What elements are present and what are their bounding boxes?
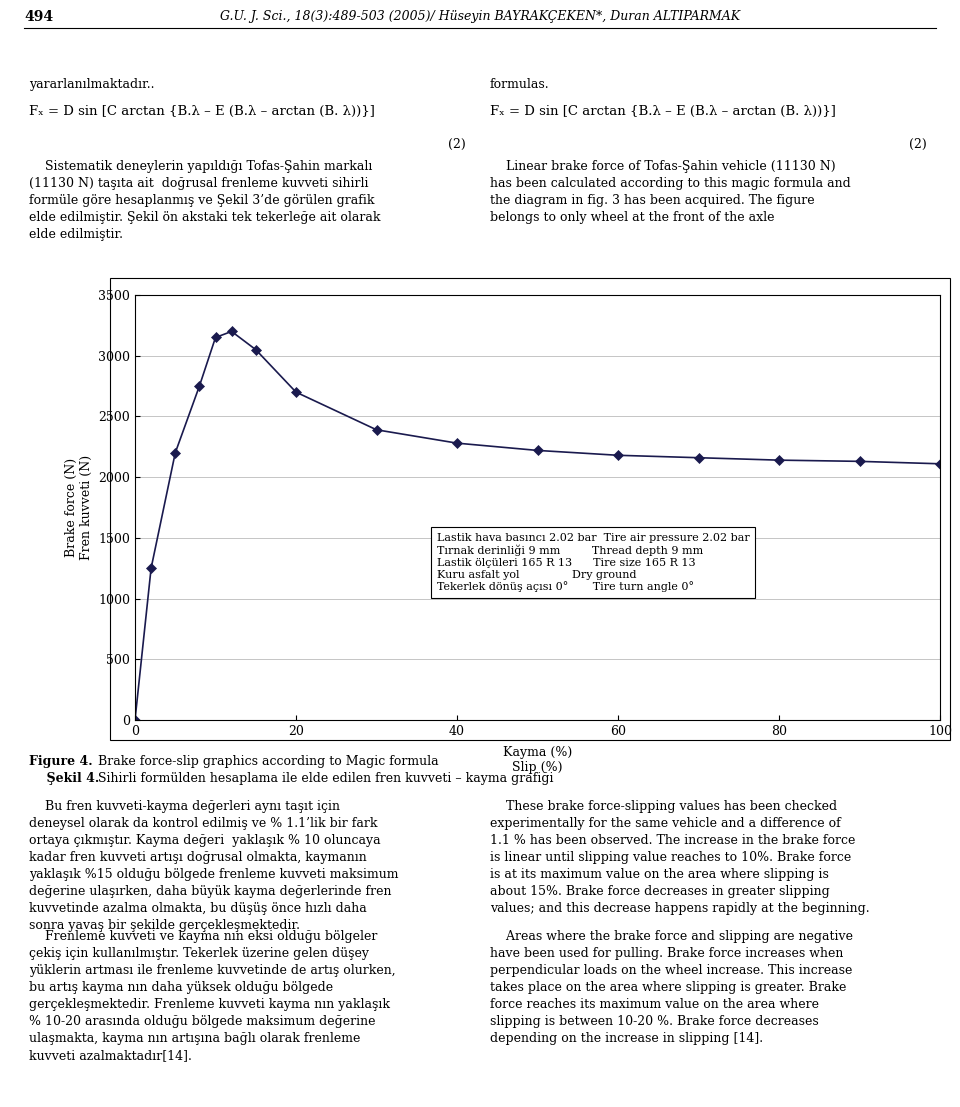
Text: 494: 494 xyxy=(24,10,53,24)
Text: Frenleme kuvveti ve kayma nın eksi olduğu bölgeler
çekiş için kullanılmıştır. Te: Frenleme kuvveti ve kayma nın eksi olduğ… xyxy=(29,930,396,1062)
Text: Sistematik deneylerin yapıldığı Tofas-Şahin markalı
(11130 N) taşıta ait  doğrus: Sistematik deneylerin yapıldığı Tofas-Şa… xyxy=(29,161,380,241)
Text: Bu fren kuvveti-kayma değerleri aynı taşıt için
deneysel olarak da kontrol edilm: Bu fren kuvveti-kayma değerleri aynı taş… xyxy=(29,800,398,932)
Text: (2): (2) xyxy=(909,138,926,151)
Text: G.U. J. Sci., 18(3):489-503 (2005)/ Hüseyin BAYRAKÇEKEN*, Duran ALTIPARMAK: G.U. J. Sci., 18(3):489-503 (2005)/ Hüse… xyxy=(220,10,740,23)
Text: Fₓ = D sin [C arctan {B.λ – E (B.λ – arctan (B. λ))}]: Fₓ = D sin [C arctan {B.λ – E (B.λ – arc… xyxy=(29,105,374,118)
Text: Figure 4.: Figure 4. xyxy=(29,755,92,768)
Text: Fₓ = D sin [C arctan {B.λ – E (B.λ – arctan (B. λ))}]: Fₓ = D sin [C arctan {B.λ – E (B.λ – arc… xyxy=(490,105,835,118)
Text: Linear brake force of Tofas-Şahin vehicle (11130 N)
has been calculated accordin: Linear brake force of Tofas-Şahin vehicl… xyxy=(490,161,851,224)
Text: yararlanılmaktadır..: yararlanılmaktadır.. xyxy=(29,77,155,91)
Text: Lastik hava basıncı 2.02 bar  Tire air pressure 2.02 bar
Tırnak derinliği 9 mm  : Lastik hava basıncı 2.02 bar Tire air pr… xyxy=(437,532,750,592)
Y-axis label: Brake force (N)
Fren kuvveti (N): Brake force (N) Fren kuvveti (N) xyxy=(64,455,92,560)
Text: (2): (2) xyxy=(448,138,466,151)
Text: Şekil 4.: Şekil 4. xyxy=(29,772,99,785)
X-axis label: Kayma (%)
Slip (%): Kayma (%) Slip (%) xyxy=(503,746,572,774)
Text: Sihirli formülden hesaplama ile elde edilen fren kuvveti – kayma grafiği: Sihirli formülden hesaplama ile elde edi… xyxy=(94,772,554,785)
Text: Brake force-slip graphics according to Magic formula: Brake force-slip graphics according to M… xyxy=(94,755,439,768)
Text: Areas where the brake force and slipping are negative
have been used for pulling: Areas where the brake force and slipping… xyxy=(490,930,852,1045)
Text: These brake force-slipping values has been checked
experimentally for the same v: These brake force-slipping values has be… xyxy=(490,800,869,915)
Text: formulas.: formulas. xyxy=(490,77,549,91)
